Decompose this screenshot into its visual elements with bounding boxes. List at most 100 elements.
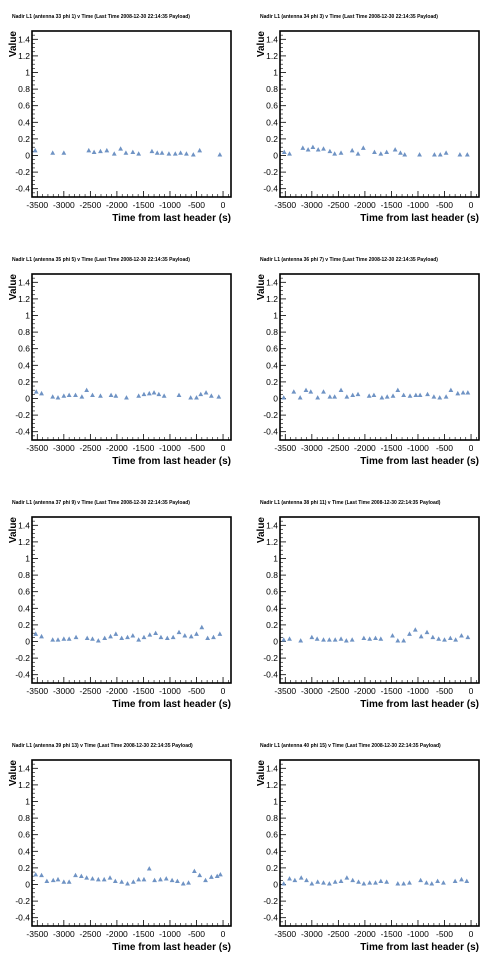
data-point xyxy=(281,149,287,154)
data-point xyxy=(332,151,338,156)
x-tick-label: -2000 xyxy=(354,200,376,210)
y-axis-label: Value xyxy=(8,517,19,544)
chart-panel: Nadir L1 (antenna 36 phi 7) v Time (Last… xyxy=(248,243,496,486)
data-point xyxy=(55,395,61,400)
data-point xyxy=(395,638,401,643)
y-tick-label: -0.4 xyxy=(15,427,30,437)
y-tick-label: 1.2 xyxy=(266,780,278,790)
y-tick-label: 0.6 xyxy=(18,830,30,840)
data-point xyxy=(203,877,208,883)
data-point xyxy=(443,150,449,155)
x-tick-label: 0 xyxy=(221,200,226,210)
x-tick-label: -2500 xyxy=(79,443,101,453)
y-tick-label: 0.2 xyxy=(266,863,278,873)
data-point xyxy=(309,881,315,886)
y-tick-label: 0 xyxy=(273,394,278,404)
data-point xyxy=(55,637,61,642)
data-point xyxy=(216,394,222,399)
x-tick-label: -3500 xyxy=(274,686,296,696)
y-tick-label: 0.8 xyxy=(266,327,278,337)
data-point xyxy=(378,878,384,883)
y-tick-label: 0 xyxy=(273,151,278,161)
data-point xyxy=(104,147,110,153)
y-tick-label: 0.8 xyxy=(18,327,30,337)
y-axis-label: Value xyxy=(256,274,267,301)
plot-frame xyxy=(279,30,480,198)
data-point xyxy=(158,634,164,640)
y-tick-label: 0 xyxy=(273,880,278,890)
y-tick-label: -0.4 xyxy=(263,184,278,194)
plot-frame xyxy=(279,516,480,684)
chart-title: Nadir L1 (antenna 39 phi 13) v Time (Las… xyxy=(12,743,193,749)
x-tick-label: -3500 xyxy=(274,929,296,939)
data-point xyxy=(176,392,182,397)
data-point xyxy=(146,390,152,396)
data-point xyxy=(208,874,214,879)
data-point xyxy=(350,392,356,397)
data-point xyxy=(113,393,119,398)
x-tick-label: -3500 xyxy=(274,200,296,210)
y-tick-label: 1 xyxy=(25,797,30,807)
y-tick-label: 0.4 xyxy=(18,117,30,127)
data-point xyxy=(465,634,471,640)
data-point xyxy=(84,387,90,392)
x-tick-label: -2500 xyxy=(327,686,349,696)
y-tick-label: 0.2 xyxy=(18,620,30,630)
x-tick-label: -2000 xyxy=(106,200,128,210)
chart-panel: Nadir L1 (antenna 33 phi 1) v Time (Last… xyxy=(0,0,248,243)
data-point xyxy=(101,876,107,882)
x-axis-label: Time from last header (s) xyxy=(360,942,479,953)
x-tick-label: -500 xyxy=(436,200,453,210)
data-point xyxy=(407,631,412,636)
x-axis-label: Time from last header (s) xyxy=(112,699,231,710)
y-tick-label: 0.6 xyxy=(266,587,278,597)
data-point xyxy=(464,878,470,883)
data-point xyxy=(395,387,401,392)
data-point xyxy=(151,390,157,395)
chart-title: Nadir L1 (antenna 36 phi 7) v Time (Last… xyxy=(260,257,438,263)
data-point xyxy=(84,875,90,880)
x-tick-label: 0 xyxy=(221,686,226,696)
y-tick-label: 1.4 xyxy=(18,763,30,773)
data-point xyxy=(66,392,72,397)
chart-title: Nadir L1 (antenna 33 phi 1) v Time (Last… xyxy=(12,14,190,20)
data-point xyxy=(447,635,453,640)
y-tick-label: -0.4 xyxy=(263,670,278,680)
data-point xyxy=(344,394,350,399)
data-point xyxy=(172,151,178,156)
data-point xyxy=(33,631,39,636)
data-point xyxy=(398,150,403,155)
data-point xyxy=(158,876,163,882)
x-tick-label: -2000 xyxy=(106,929,128,939)
plot-frame xyxy=(31,516,232,684)
data-point xyxy=(194,631,199,636)
data-point xyxy=(159,150,165,155)
y-tick-label: -0.2 xyxy=(15,410,30,420)
data-point xyxy=(441,880,446,885)
data-point xyxy=(197,872,203,878)
data-point xyxy=(197,147,203,153)
y-tick-label: 0.4 xyxy=(266,360,278,370)
data-point xyxy=(344,875,350,880)
data-point xyxy=(98,393,103,398)
data-point xyxy=(205,635,211,640)
data-point xyxy=(214,873,220,878)
data-point xyxy=(355,151,361,156)
data-point xyxy=(332,394,338,399)
y-tick-label: 1 xyxy=(25,311,30,321)
data-point xyxy=(180,881,186,886)
data-point xyxy=(39,390,44,396)
chart-svg: Nadir L1 (antenna 38 phi 11) v Time (Las… xyxy=(256,500,480,710)
data-point xyxy=(321,389,326,394)
y-tick-label: 0.4 xyxy=(18,846,30,856)
data-point xyxy=(39,872,44,878)
y-tick-label: 0.2 xyxy=(18,134,30,144)
data-point xyxy=(84,635,90,640)
chart-title: Nadir L1 (antenna 34 phi 3) v Time (Last… xyxy=(260,14,438,20)
data-point xyxy=(156,391,162,397)
chart-svg: Nadir L1 (antenna 35 phi 5) v Time (Last… xyxy=(8,257,232,467)
x-tick-label: 0 xyxy=(221,929,226,939)
data-point xyxy=(66,879,72,884)
y-tick-label: 1.2 xyxy=(266,294,278,304)
